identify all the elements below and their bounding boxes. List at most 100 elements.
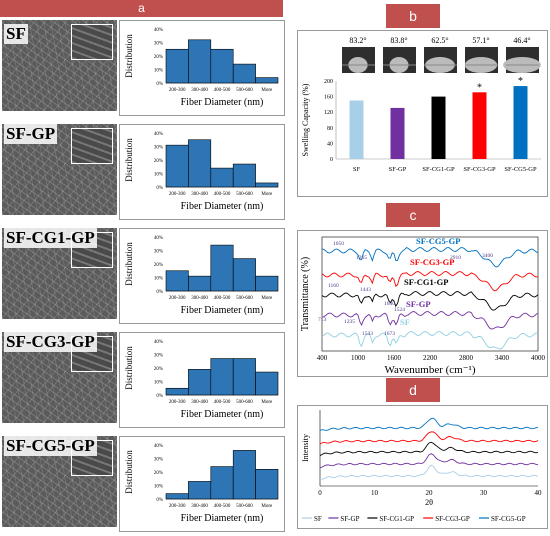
histogram-bar [255,468,279,500]
y-tick-label: 30% [154,354,163,359]
peak-annotation: 1673 [384,331,395,337]
x-tick-label: 500-600 [236,400,253,405]
x-tick-label: 300-400 [191,504,208,509]
fiber-diameter-histogram: Distribution 0% 10% 20% 30% 40% 200-300 300-400… [119,124,285,220]
histogram-bar [255,182,279,188]
swelling-bar [513,86,528,159]
significance-mark: * [518,76,523,87]
x-tick-label: 2800 [459,354,474,362]
y-tick-label: 20% [154,263,163,268]
histogram-ylabel: Distribution [124,138,134,182]
x-tick-label: 1000 [351,354,366,362]
x-tick-label: 200-300 [169,192,186,197]
x-tick-label: 400-500 [214,400,231,405]
y-tick-label: 30% [154,250,163,255]
peak-annotation: 1265 [356,255,367,261]
contact-angle-label: 83.8° [390,36,407,45]
series-label: SF-CG5-GP [416,236,460,246]
panel-a-badge: a [0,0,283,17]
ftir-ylabel: Transmittance (%) [300,257,311,331]
y-tick-label: 80 [327,126,333,132]
ftir-series-line [321,331,539,350]
histogram-bar [255,275,279,292]
x-tick-label: 200-300 [169,400,186,405]
sem-inset-image [71,24,113,60]
y-tick-label: 0% [156,498,163,503]
x-tick-label: SF-CG5-GP [504,166,537,173]
histogram-svg: Distribution 0% 10% 20% 30% 40% 200-300 300-400… [124,444,279,524]
x-tick-label: 40 [535,489,543,497]
y-tick-label: 40% [154,28,163,33]
histogram-bar [188,369,212,396]
y-tick-label: 0 [330,157,333,163]
x-tick-label: SF [353,166,361,173]
ftir-series-line [321,247,539,268]
xrd-chart: Intensity 0 10 20 30 40 2θ SF SF-GP SF-CG1-GP SF-C… [301,410,543,523]
x-tick-label: 400-500 [214,88,231,93]
histogram-svg: Distribution 0% 10% 20% 30% 40% 200-300 300-400… [124,340,279,420]
x-tick-label: SF-CG3-GP [463,166,496,173]
xrd-series-line [319,431,539,445]
peak-annotation: 1050 [333,241,344,247]
histogram-bar [232,163,256,188]
y-tick-label: 120 [324,110,333,116]
histogram-bar [165,48,189,84]
histogram-bar [165,493,189,500]
histogram-ylabel: Distribution [124,34,134,78]
x-tick-label: 400-500 [214,296,231,301]
swelling-bar [472,92,487,159]
histogram-bar [165,387,189,396]
x-tick-label: More [261,504,273,509]
swelling-chart: 83.2° 83.8° 62.5° 57.1° 46.4° Swelling Capaci… [301,36,541,173]
contact-angle-label: 46.4° [513,36,530,45]
swelling-bar [349,100,364,159]
x-tick-label: 500-600 [236,192,253,197]
histogram-svg: Distribution 0% 10% 20% 30% 40% 200-300 300-400… [124,28,279,108]
y-tick-label: 20% [154,55,163,60]
histogram-svg: Distribution 0% 10% 20% 30% 40% 200-300 300-400… [124,132,279,212]
sem-image: SF-CG5-GP [2,436,117,527]
peak-annotation: 1524 [394,307,405,313]
y-tick-label: 0% [156,394,163,399]
peak-annotation: 713 [318,317,327,323]
series-label: SF [400,317,410,327]
histogram-bar [210,48,234,84]
peak-annotation: 3400 [482,253,493,259]
legend-label: SF-CG3-GP [435,515,470,523]
fiber-diameter-histogram: Distribution 0% 10% 20% 30% 40% 200-300 300-400… [119,228,285,324]
histogram-svg: Distribution 0% 10% 20% 30% 40% 200-300 300-400… [124,236,279,316]
histogram-bar [188,275,212,292]
x-tick-label: 2200 [423,354,438,362]
x-tick-label: 200-300 [169,88,186,93]
x-tick-label: 1600 [387,354,402,362]
histogram-bar [210,466,234,500]
x-tick-label: More [261,88,273,93]
histogram-bar [188,139,212,188]
fiber-diameter-histogram: Distribution 0% 10% 20% 30% 40% 200-300 300-400… [119,436,285,532]
histogram-bar [188,481,212,500]
peak-annotation: 1443 [360,287,371,293]
y-tick-label: 40% [154,340,163,345]
histogram-bar [165,270,189,292]
x-tick-label: 500-600 [236,296,253,301]
y-tick-label: 10% [154,69,163,74]
y-tick-label: 160 [324,95,333,101]
histogram-bar [232,63,256,84]
sample-label: SF-CG5-GP [4,436,97,456]
x-tick-label: 500-600 [236,504,253,509]
histogram-bar [255,77,279,84]
x-tick-label: More [261,192,273,197]
y-tick-label: 30% [154,42,163,47]
y-tick-label: 200 [324,79,333,85]
x-tick-label: 300-400 [191,88,208,93]
fiber-diameter-histogram: Distribution 0% 10% 20% 30% 40% 200-300 300-400… [119,20,285,116]
x-tick-label: More [261,296,273,301]
x-tick-label: 400-500 [214,192,231,197]
series-label: SF-GP [406,299,431,309]
histogram-xlabel: Fiber Diameter (nm) [181,513,264,524]
x-tick-label: 30 [480,489,488,497]
series-label: SF-CG1-GP [404,277,448,287]
x-tick-label: 200-300 [169,504,186,509]
histogram-bar [255,371,279,396]
legend-label: SF [314,515,322,523]
